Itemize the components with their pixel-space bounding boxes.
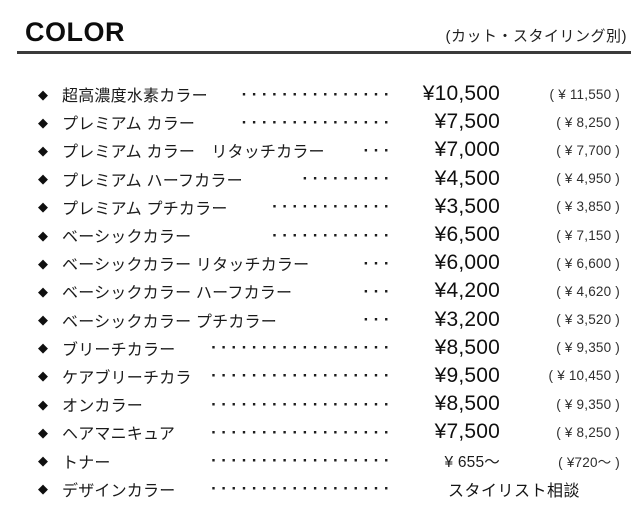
price-row: ◆ オンカラー ·················· ¥8,500 ( ¥ 9,… — [0, 390, 640, 418]
diamond-bullet-icon: ◆ — [38, 142, 48, 158]
item-price: ¥8,500 — [434, 335, 500, 359]
item-tax-price: ( ¥ 7,700 ) — [556, 142, 620, 158]
item-name: ベーシックカラー — [62, 229, 192, 247]
item-price: ¥3,500 — [434, 194, 500, 218]
item-tax-price: ( ¥ 3,850 ) — [556, 199, 620, 215]
dot-leader: ·················· — [211, 367, 394, 385]
item-name: プレミアム ハーフカラー — [62, 172, 243, 190]
item-tax-price: ( ¥ 4,950 ) — [556, 171, 620, 187]
item-price: ¥7,500 — [434, 420, 500, 444]
diamond-bullet-icon: ◆ — [38, 424, 48, 440]
item-tax-price: ( ¥ 11,550 ) — [549, 86, 620, 102]
price-row: ◆ ブリーチカラー ·················· ¥8,500 ( ¥ … — [0, 334, 640, 362]
price-row: ◆ ベーシックカラー ············ ¥6,500 ( ¥ 7,150… — [0, 221, 640, 249]
item-price-note: スタイリスト相談 — [447, 482, 580, 500]
item-name: ヘアマニキュア — [62, 426, 176, 444]
dot-leader: ··············· — [241, 113, 394, 131]
item-price: ¥3,200 — [434, 307, 500, 331]
dot-leader: ··············· — [241, 85, 394, 103]
item-tax-price: ( ¥ 9,350 ) — [556, 340, 620, 356]
item-tax-price: ( ¥ 10,450 ) — [548, 368, 620, 384]
header-note: (カット・スタイリング別) — [445, 27, 627, 45]
item-tax-price: ( ¥ 3,520 ) — [556, 312, 620, 328]
price-row: ◆ トナー ·················· ¥ 655～ ( ¥720～ … — [0, 446, 640, 474]
dot-leader: ············ — [272, 226, 394, 244]
price-row: ◆ ベーシックカラー リタッチカラー ··· ¥6,000 ( ¥ 6,600 … — [0, 249, 640, 277]
price-row: ◆ プレミアム プチカラー ············ ¥3,500 ( ¥ 3,… — [0, 193, 640, 221]
diamond-bullet-icon: ◆ — [38, 199, 48, 215]
diamond-bullet-icon: ◆ — [38, 453, 48, 469]
price-list: ◆ 超高濃度水素カラー ··············· ¥10,500 ( ¥ … — [0, 80, 640, 503]
price-row: ◆ プレミアム ハーフカラー ········· ¥4,500 ( ¥ 4,95… — [0, 165, 640, 193]
item-name: オンカラー — [62, 398, 144, 416]
item-price: ¥7,500 — [434, 110, 500, 134]
price-row: ◆ デザインカラー ·················· スタイリスト相談 — [0, 475, 640, 503]
header: COLOR (カット・スタイリング別) — [25, 19, 627, 46]
price-row: ◆ ケアブリーチカラ ·················· ¥9,500 ( ¥… — [0, 362, 640, 390]
item-tax-price: ( ¥ 8,250 ) — [556, 114, 620, 130]
item-name: プレミアム カラー リタッチカラー — [62, 144, 325, 162]
item-price: ¥9,500 — [434, 363, 500, 387]
dot-leader: ·················· — [211, 480, 394, 498]
price-row: ◆ ヘアマニキュア ·················· ¥7,500 ( ¥ … — [0, 418, 640, 446]
item-tax-price: ( ¥ 4,620 ) — [556, 283, 620, 299]
item-price: ¥8,500 — [434, 392, 500, 416]
item-name: ブリーチカラー — [62, 341, 176, 359]
item-price: ¥7,000 — [434, 138, 500, 162]
item-name: プレミアム カラー — [62, 116, 196, 134]
item-price: ¥4,500 — [434, 166, 500, 190]
item-name: ケアブリーチカラ — [62, 369, 192, 387]
item-name: ベーシックカラー ハーフカラー — [62, 285, 293, 303]
dot-leader: ··· — [363, 311, 394, 329]
price-row: ◆ プレミアム カラー リタッチカラー ··· ¥7,000 ( ¥ 7,700… — [0, 136, 640, 164]
item-tax-price: ( ¥720～ ) — [558, 454, 620, 470]
item-name: 超高濃度水素カラー — [62, 88, 208, 106]
item-tax-price: ( ¥ 9,350 ) — [556, 396, 620, 412]
item-price: ¥ 655～ — [444, 453, 500, 471]
item-price: ¥4,200 — [434, 279, 500, 303]
header-rule — [17, 51, 631, 54]
diamond-bullet-icon: ◆ — [38, 340, 48, 356]
diamond-bullet-icon: ◆ — [38, 312, 48, 328]
dot-leader: ·················· — [211, 395, 394, 413]
item-name: プレミアム プチカラー — [62, 200, 228, 218]
item-name: ベーシックカラー リタッチカラー — [62, 257, 310, 275]
price-row: ◆ 超高濃度水素カラー ··············· ¥10,500 ( ¥ … — [0, 80, 640, 108]
dot-leader: ··· — [363, 254, 394, 272]
price-row: ◆ ベーシックカラー プチカラー ··· ¥3,200 ( ¥ 3,520 ) — [0, 306, 640, 334]
color-price-menu: COLOR (カット・スタイリング別) ◆ 超高濃度水素カラー ········… — [0, 19, 640, 524]
page-title: COLOR — [25, 17, 125, 47]
diamond-bullet-icon: ◆ — [38, 396, 48, 412]
item-tax-price: ( ¥ 8,250 ) — [556, 424, 620, 440]
item-name: トナー — [62, 454, 111, 472]
dot-leader: ············ — [272, 198, 394, 216]
item-name: デザインカラー — [62, 482, 176, 500]
diamond-bullet-icon: ◆ — [38, 227, 48, 243]
item-price: ¥6,500 — [434, 223, 500, 247]
diamond-bullet-icon: ◆ — [38, 283, 48, 299]
dot-leader: ·················· — [211, 452, 394, 470]
price-row: ◆ ベーシックカラー ハーフカラー ··· ¥4,200 ( ¥ 4,620 ) — [0, 277, 640, 305]
item-price: ¥10,500 — [422, 82, 500, 106]
diamond-bullet-icon: ◆ — [38, 368, 48, 384]
diamond-bullet-icon: ◆ — [38, 171, 48, 187]
item-price: ¥6,000 — [434, 251, 500, 275]
dot-leader: ········· — [302, 170, 394, 188]
item-tax-price: ( ¥ 7,150 ) — [556, 227, 620, 243]
dot-leader: ·················· — [211, 423, 394, 441]
item-tax-price: ( ¥ 6,600 ) — [556, 255, 620, 271]
diamond-bullet-icon: ◆ — [38, 481, 48, 497]
diamond-bullet-icon: ◆ — [38, 114, 48, 130]
diamond-bullet-icon: ◆ — [38, 255, 48, 271]
dot-leader: ··· — [363, 141, 394, 159]
dot-leader: ·················· — [211, 339, 394, 357]
diamond-bullet-icon: ◆ — [38, 86, 48, 102]
dot-leader: ··· — [363, 282, 394, 300]
price-row: ◆ プレミアム カラー ··············· ¥7,500 ( ¥ 8… — [0, 108, 640, 136]
item-name: ベーシックカラー プチカラー — [62, 313, 277, 331]
